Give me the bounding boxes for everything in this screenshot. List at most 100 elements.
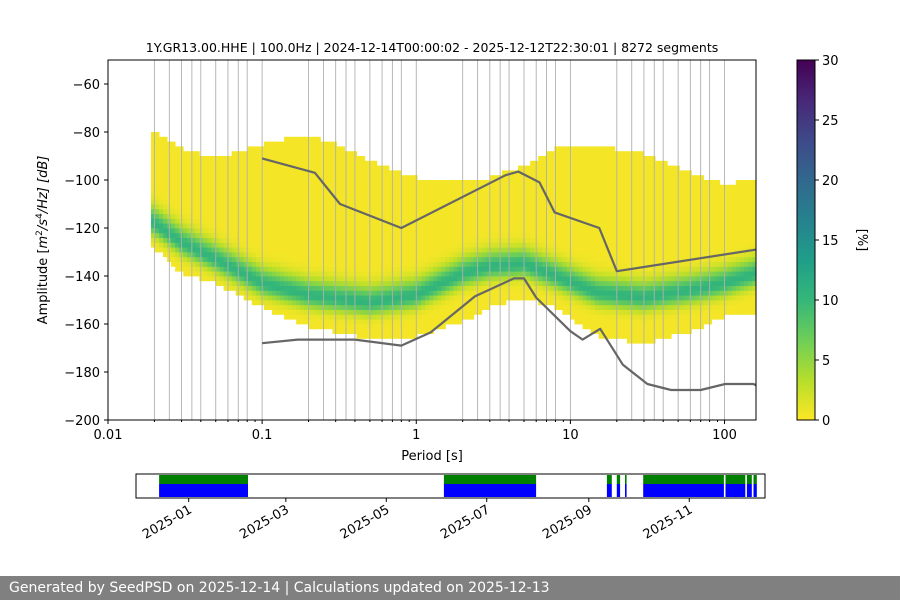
- heatmap-cell: [300, 170, 305, 176]
- heatmap-cell: [679, 228, 684, 234]
- heatmap-cell: [304, 300, 309, 306]
- heatmap-cell: [526, 266, 531, 272]
- heatmap-cell: [655, 276, 660, 282]
- heatmap-cell: [243, 232, 249, 238]
- heatmap-cell: [469, 247, 475, 253]
- heatmap-cell: [501, 189, 507, 195]
- heatmap-cell: [271, 160, 277, 166]
- heatmap-cell: [409, 271, 414, 277]
- heatmap-cell: [634, 285, 640, 291]
- heatmap-cell: [578, 194, 583, 200]
- heatmap-cell: [292, 252, 297, 258]
- heatmap-cell: [562, 160, 567, 166]
- heatmap-cell: [538, 252, 543, 258]
- heatmap-cell: [594, 175, 600, 181]
- heatmap-cell: [683, 199, 688, 205]
- heatmap-cell: [207, 252, 212, 258]
- heatmap-cell: [715, 218, 721, 224]
- heatmap-cell: [175, 208, 180, 214]
- heatmap-cell: [546, 194, 551, 200]
- heatmap-cell: [340, 261, 345, 267]
- heatmap-cell: [598, 213, 604, 219]
- heatmap-cell: [223, 276, 228, 282]
- heatmap-cell: [570, 300, 575, 306]
- heatmap-cell: [251, 194, 257, 200]
- heatmap-cell: [429, 180, 434, 186]
- heatmap-cell: [626, 228, 632, 234]
- heatmap-cell: [296, 218, 301, 224]
- heatmap-cell: [280, 175, 285, 181]
- heatmap-cell: [247, 146, 253, 152]
- heatmap-cell: [538, 276, 543, 282]
- heatmap-cell: [336, 170, 341, 176]
- heatmap-cell: [191, 151, 196, 157]
- heatmap-cell: [304, 271, 309, 277]
- heatmap-cell: [731, 199, 737, 205]
- heatmap-cell: [340, 194, 345, 200]
- heatmap-cell: [554, 290, 559, 296]
- heatmap-cell: [586, 156, 592, 162]
- heatmap-cell: [316, 252, 321, 258]
- heatmap-cell: [271, 285, 277, 291]
- heatmap-cell: [554, 156, 559, 162]
- heatmap-cell: [376, 256, 382, 262]
- heatmap-cell: [546, 232, 551, 238]
- heatmap-cell: [477, 218, 483, 224]
- heatmap-cell: [243, 266, 249, 272]
- heatmap-cell: [328, 252, 333, 258]
- heatmap-cell: [312, 232, 317, 238]
- heatmap-cell: [175, 213, 180, 219]
- heatmap-cell: [489, 218, 495, 224]
- heatmap-cell: [465, 194, 471, 200]
- heatmap-cell: [380, 237, 386, 243]
- heatmap-cell: [477, 199, 483, 205]
- heatmap-cell: [715, 261, 721, 267]
- heatmap-cell: [647, 324, 652, 330]
- heatmap-cell: [586, 194, 592, 200]
- heatmap-cell: [743, 204, 749, 210]
- heatmap-cell: [465, 256, 471, 262]
- heatmap-cell: [267, 285, 273, 291]
- heatmap-cell: [667, 199, 672, 205]
- heatmap-cell: [586, 324, 592, 330]
- heatmap-cell: [215, 223, 220, 229]
- heatmap-cell: [425, 319, 430, 325]
- heatmap-cell: [263, 151, 269, 157]
- heatmap-cell: [340, 223, 345, 229]
- heatmap-cell: [401, 213, 406, 219]
- heatmap-cell: [647, 175, 652, 181]
- heatmap-cell: [485, 285, 491, 291]
- heatmap-cell: [622, 242, 628, 248]
- heatmap-cell: [191, 165, 196, 171]
- heatmap-cell: [380, 328, 386, 334]
- heatmap-cell: [643, 156, 648, 162]
- heatmap-cell: [239, 290, 245, 296]
- heatmap-cell: [695, 280, 700, 286]
- heatmap-cell: [296, 247, 301, 253]
- heatmap-cell: [655, 333, 660, 339]
- heatmap-cell: [715, 228, 721, 234]
- heatmap-cell: [433, 247, 438, 253]
- heatmap-cell: [667, 271, 672, 277]
- heatmap-cell: [691, 218, 696, 224]
- heatmap-cell: [598, 324, 604, 330]
- heatmap-cell: [409, 208, 414, 214]
- heatmap-cell: [469, 184, 475, 190]
- heatmap-cell: [195, 208, 200, 214]
- heatmap-cell: [558, 280, 563, 286]
- heatmap-cell: [227, 266, 233, 272]
- heatmap-cell: [691, 295, 696, 301]
- heatmap-cell: [397, 271, 402, 277]
- heatmap-cell: [493, 295, 499, 301]
- heatmap-cell: [296, 252, 301, 258]
- heatmap-cell: [150, 242, 156, 248]
- heatmap-cell: [425, 328, 430, 334]
- heatmap-cell: [747, 204, 753, 210]
- heatmap-cell: [368, 218, 374, 224]
- heatmap-cell: [731, 232, 737, 238]
- heatmap-cell: [485, 252, 491, 258]
- heatmap-cell: [501, 175, 507, 181]
- heatmap-cell: [376, 204, 382, 210]
- heatmap-cell: [477, 256, 483, 262]
- heatmap-cell: [481, 276, 487, 282]
